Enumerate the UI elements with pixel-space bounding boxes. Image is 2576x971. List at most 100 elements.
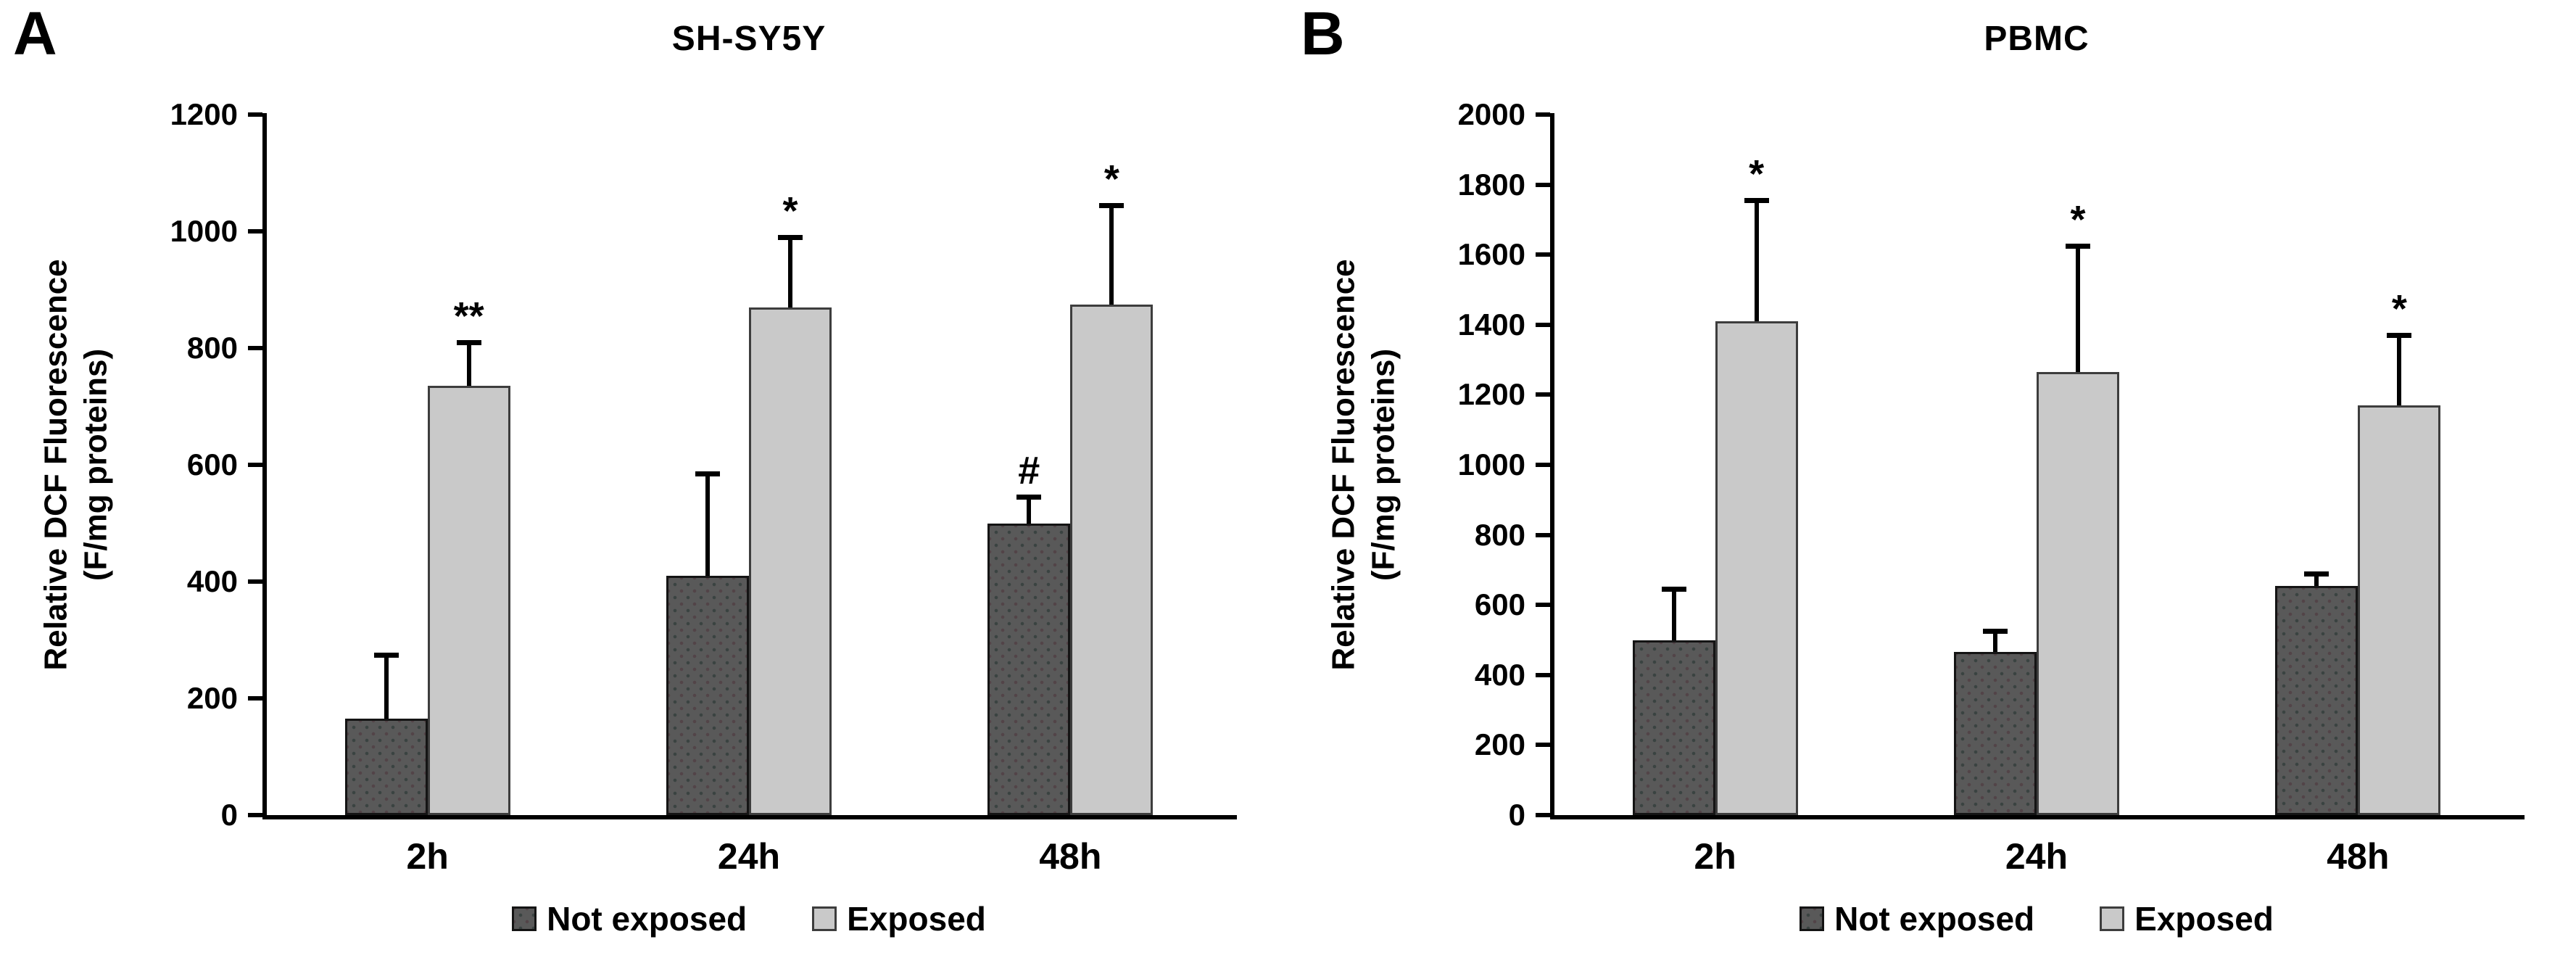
bar-exposed-48h xyxy=(1070,304,1154,815)
error-bar-cap-not-exposed-24h xyxy=(1983,629,2008,635)
y-tick-label-800: 800 xyxy=(1474,517,1525,552)
y-axis-line xyxy=(1550,113,1554,819)
error-bar-cap-exposed-48h xyxy=(1099,202,1125,208)
y-tick-mark-600 xyxy=(1536,603,1550,608)
y-tick-mark-1200 xyxy=(248,112,262,117)
y-tick-label-1200: 1200 xyxy=(1457,377,1525,412)
legend-label-exposed: Exposed xyxy=(2134,900,2274,938)
error-bar-cap-not-exposed-24h xyxy=(695,471,720,477)
error-bar-exposed-48h xyxy=(1109,204,1114,305)
error-bar-not-exposed-24h xyxy=(705,474,710,576)
significance-marker-not-exposed-48h: # xyxy=(1018,449,1040,493)
significance-marker-exposed-48h: * xyxy=(1103,157,1119,201)
y-axis-title-line2: (F/mg proteins) xyxy=(1366,348,1402,582)
y-tick-label-200: 200 xyxy=(186,681,238,715)
significance-marker-exposed-2h: ** xyxy=(453,294,484,338)
plot-area: 0 200 400 600 800 1000 1200 ** 2h * 24h # * 48h xyxy=(170,99,1237,877)
significance-marker-exposed-24h: * xyxy=(782,189,798,233)
bar-exposed-48h xyxy=(2358,405,2441,815)
y-tick-mark-1000 xyxy=(248,229,262,234)
x-category-label-24h: 24h xyxy=(2005,836,2068,877)
legend-label-not-exposed: Not exposed xyxy=(1834,900,2035,938)
y-tick-label-400: 400 xyxy=(186,564,238,598)
error-bar-not-exposed-2h xyxy=(384,654,389,719)
error-bar-not-exposed-48h xyxy=(2314,573,2319,586)
bar-not-exposed-2h xyxy=(1632,640,1715,815)
y-tick-label-1600: 1600 xyxy=(1457,237,1525,272)
legend-item-exposed: Exposed xyxy=(812,899,986,938)
y-tick-mark-1800 xyxy=(1536,182,1550,187)
bar-exposed-2h xyxy=(1715,321,1798,815)
x-category-label-48h: 48h xyxy=(2327,836,2390,877)
bar-exposed-2h xyxy=(427,386,510,815)
y-tick-label-600: 600 xyxy=(1474,587,1525,622)
x-category-label-48h: 48h xyxy=(1039,836,1102,877)
y-tick-mark-1000 xyxy=(1536,463,1550,467)
y-tick-label-400: 400 xyxy=(1474,657,1525,692)
x-axis-line xyxy=(262,815,1237,819)
chart-title-pbmc: PBMC xyxy=(1984,20,2090,58)
bar-not-exposed-48h xyxy=(987,523,1071,815)
panel-b: B PBMC Relative DCF Fluorescence (F/mg p… xyxy=(1288,0,2575,971)
bar-exposed-24h xyxy=(2037,372,2119,815)
error-bar-not-exposed-24h xyxy=(1993,631,1997,653)
y-axis-title-line1: Relative DCF Fluorescence xyxy=(1326,259,1362,671)
error-bar-cap-exposed-48h xyxy=(2387,333,2412,339)
error-bar-cap-not-exposed-2h xyxy=(373,652,399,658)
bar-exposed-24h xyxy=(749,307,832,815)
x-axis-line xyxy=(1550,815,2525,819)
y-tick-mark-400 xyxy=(1536,672,1550,677)
error-bar-cap-not-exposed-48h xyxy=(1016,495,1042,500)
error-bar-exposed-24h xyxy=(2076,246,2080,373)
y-tick-mark-0 xyxy=(1536,813,1550,817)
y-tick-mark-400 xyxy=(248,579,262,584)
y-tick-label-0: 0 xyxy=(220,798,238,832)
y-tick-mark-1200 xyxy=(1536,392,1550,397)
legend: Not exposed Exposed xyxy=(267,899,1231,938)
panel-b-letter: B xyxy=(1301,0,1345,67)
legend-swatch-exposed xyxy=(2100,906,2125,931)
legend-item-exposed: Exposed xyxy=(2100,899,2274,938)
legend-label-exposed: Exposed xyxy=(847,900,986,938)
y-tick-label-1000: 1000 xyxy=(1457,447,1525,482)
plot-area: 0 200 400 600 800 1000 1200 1400 1600 1800 2000 * 2h… xyxy=(1458,99,2525,877)
error-bar-exposed-2h xyxy=(466,342,471,387)
y-tick-label-1800: 1800 xyxy=(1457,167,1525,202)
y-tick-mark-800 xyxy=(248,346,262,350)
y-axis-title: Relative DCF Fluorescence (F/mg proteins… xyxy=(1324,259,1404,670)
y-tick-mark-1600 xyxy=(1536,252,1550,257)
legend-swatch-not-exposed xyxy=(512,906,537,931)
x-category-label-2h: 2h xyxy=(1694,836,1736,877)
y-axis-title-box: Relative DCF Fluorescence (F/mg proteins… xyxy=(7,115,145,815)
y-tick-label-800: 800 xyxy=(186,331,238,365)
y-tick-mark-800 xyxy=(1536,532,1550,537)
x-category-label-24h: 24h xyxy=(717,836,781,877)
error-bar-cap-exposed-24h xyxy=(778,235,803,241)
error-bar-exposed-2h xyxy=(1754,200,1759,321)
panel-a-letter: A xyxy=(13,0,57,67)
y-axis-title: Relative DCF Fluorescence (F/mg proteins… xyxy=(36,259,116,670)
y-tick-label-1200: 1200 xyxy=(170,97,238,131)
y-tick-label-600: 600 xyxy=(186,447,238,482)
y-tick-label-2000: 2000 xyxy=(1457,97,1525,131)
bar-not-exposed-48h xyxy=(2275,585,2358,815)
legend-swatch-not-exposed xyxy=(1800,906,1825,931)
legend-swatch-exposed xyxy=(812,906,837,931)
significance-marker-exposed-24h: * xyxy=(2070,197,2086,241)
legend-item-not-exposed: Not exposed xyxy=(512,899,747,938)
error-bar-cap-exposed-2h xyxy=(1744,198,1769,204)
error-bar-cap-exposed-24h xyxy=(2066,244,2090,249)
y-tick-label-0: 0 xyxy=(1508,798,1525,832)
y-axis-title-box: Relative DCF Fluorescence (F/mg proteins… xyxy=(1295,115,1433,815)
bar-not-exposed-24h xyxy=(1954,652,2037,815)
chart-title-sh-sy5y: SH-SY5Y xyxy=(671,20,827,58)
legend: Not exposed Exposed xyxy=(1554,899,2519,938)
significance-marker-exposed-2h: * xyxy=(1749,152,1765,197)
y-tick-mark-1400 xyxy=(1536,322,1550,327)
significance-marker-exposed-48h: * xyxy=(2391,287,2407,331)
y-axis-title-line2: (F/mg proteins) xyxy=(78,348,115,582)
y-tick-mark-200 xyxy=(248,696,262,701)
error-bar-cap-exposed-2h xyxy=(456,339,481,345)
error-bar-cap-not-exposed-2h xyxy=(1661,587,1686,592)
